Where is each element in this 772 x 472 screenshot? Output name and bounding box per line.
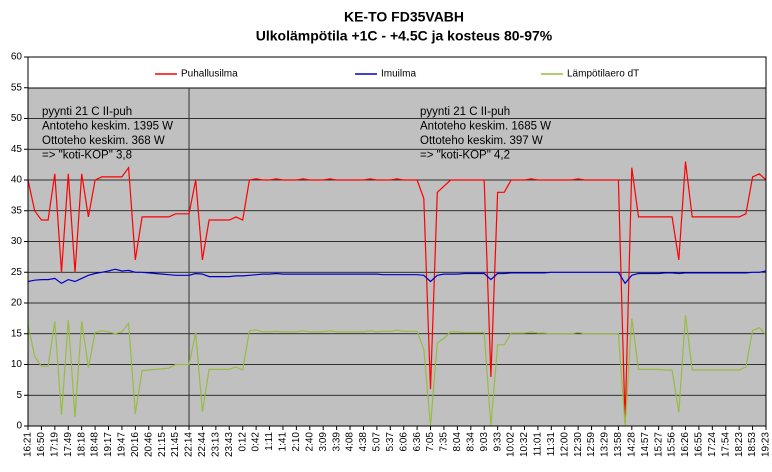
y-tick-label: 45: [11, 144, 23, 155]
x-tick-label: 17:54: [720, 432, 731, 457]
x-tick-label: 16:21: [23, 432, 34, 457]
x-tick-label: 23:43: [224, 432, 235, 457]
x-tick-label: 15:27: [653, 432, 664, 457]
x-tick-label: 6:36: [412, 432, 423, 452]
series-line: [27, 161, 767, 423]
y-tick-label: 55: [11, 82, 23, 93]
x-tick-label: 0:42: [251, 432, 262, 452]
chart-subtitle: Ulkolämpötila +1C - +4.5C ja kosteus 80-…: [256, 28, 553, 44]
annotation: Antoteho keskim. 1395 W: [42, 121, 173, 133]
y-tick-label: 5: [16, 390, 22, 401]
x-tick-label: 12:30: [573, 432, 584, 457]
x-tick-label: 5:37: [385, 432, 396, 452]
x-tick-label: 14:28: [626, 432, 637, 457]
x-tick-label: 11:31: [546, 432, 557, 457]
x-tick-label: 18:18: [76, 432, 87, 457]
chart-title: KE-TO FD35VABH: [344, 9, 464, 25]
y-tick-label: 50: [11, 113, 23, 124]
x-tick-label: 7:35: [439, 432, 450, 452]
x-tick-label: 10:32: [519, 432, 530, 457]
x-tick-label: 19:17: [103, 432, 114, 457]
x-tick-label: 7:05: [425, 432, 436, 452]
annotation: pyynti 21 C II-puh: [42, 106, 132, 118]
x-tick-label: 16:55: [694, 432, 705, 457]
x-tick-label: 14:57: [640, 432, 651, 457]
y-tick-label: 40: [11, 175, 23, 186]
series-line: [27, 315, 767, 427]
x-tick-label: 13:29: [600, 432, 611, 457]
legend-label: Lämpötilaero dT: [567, 69, 639, 80]
annotation: Ottoteho keskim. 368 W: [42, 135, 165, 147]
y-tick-label: 20: [11, 298, 23, 309]
x-tick-label: 18:53: [747, 432, 758, 457]
x-tick-label: 18:23: [734, 432, 745, 457]
legend-label: Puhallusilma: [181, 69, 238, 80]
x-tick-label: 1:11: [264, 432, 275, 451]
y-tick-label: 60: [11, 52, 23, 63]
y-tick-label: 30: [11, 236, 23, 247]
x-tick-label: 13:58: [613, 432, 624, 457]
x-tick-label: 17:49: [63, 432, 74, 457]
x-tick-label: 9:33: [492, 432, 503, 452]
x-tick-label: 2:10: [291, 432, 302, 452]
x-tick-label: 12:00: [559, 432, 570, 457]
x-tick-label: 19:23: [761, 432, 772, 457]
annotation: => "koti-KOP" 3,8: [42, 150, 132, 162]
x-tick-label: 4:08: [345, 432, 356, 452]
plot-border: [27, 56, 767, 427]
x-tick-label: 8:04: [452, 432, 463, 452]
x-tick-label: 3:09: [318, 432, 329, 452]
x-tick-label: 20:16: [130, 432, 141, 457]
x-tick-label: 3:39: [331, 432, 342, 452]
x-tick-label: 5:07: [372, 432, 383, 452]
y-tick-label: 10: [11, 359, 23, 370]
legend-label: Imuilma: [381, 69, 416, 80]
x-tick-label: 10:02: [506, 432, 517, 457]
x-tick-label: 2:40: [304, 432, 315, 452]
x-tick-label: 8:34: [465, 432, 476, 452]
x-tick-label: 6:06: [398, 432, 409, 452]
x-tick-label: 17:19: [49, 432, 60, 457]
x-tick-label: 18:48: [90, 432, 101, 457]
x-tick-label: 22:44: [197, 432, 208, 457]
y-tick-label: 25: [11, 267, 23, 278]
series-line: [27, 268, 767, 285]
x-tick-label: 17:24: [707, 432, 718, 457]
x-tick-label: 15:56: [667, 432, 678, 457]
x-tick-label: 1:41: [278, 432, 289, 452]
annotation: pyynti 21 C II-puh: [420, 106, 510, 118]
y-tick-label: 35: [11, 205, 23, 216]
x-tick-label: 16:26: [680, 432, 691, 457]
x-tick-label: 16:50: [36, 432, 47, 457]
x-tick-label: 23:13: [210, 432, 221, 457]
x-tick-label: 19:47: [117, 432, 128, 457]
x-tick-label: 21:15: [157, 432, 168, 457]
annotation: => "koti-KOP" 4,2: [420, 150, 510, 162]
annotation: Antoteho keskim. 1685 W: [420, 121, 551, 133]
x-tick-label: 4:38: [358, 432, 369, 452]
legend-box: [27, 56, 767, 89]
y-tick-label: 0: [16, 421, 22, 432]
x-tick-label: 12:59: [586, 432, 597, 457]
x-tick-label: 9:03: [479, 432, 490, 452]
x-tick-label: 0:12: [237, 432, 248, 452]
x-tick-label: 21:45: [170, 432, 181, 457]
x-tick-label: 22:14: [184, 432, 195, 457]
y-tick-label: 15: [11, 328, 23, 339]
x-tick-label: 20:46: [143, 432, 154, 457]
x-tick-label: 11:01: [533, 432, 544, 457]
annotation: Ottoteho keskim. 397 W: [420, 135, 543, 147]
